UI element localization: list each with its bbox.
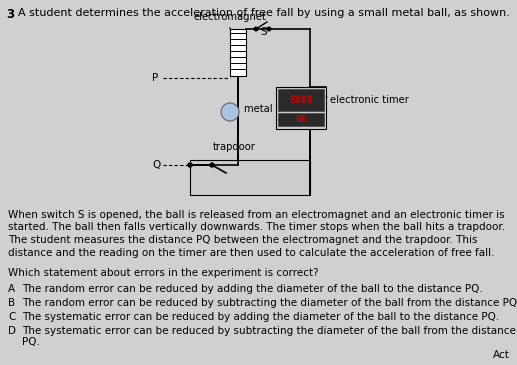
Text: started. The ball then falls vertically downwards. The timer stops when the ball: started. The ball then falls vertically … <box>8 223 505 233</box>
Text: trapdoor: trapdoor <box>213 142 256 152</box>
Text: S: S <box>260 27 267 37</box>
Text: distance and the reading on the timer are then used to calculate the acceleratio: distance and the reading on the timer ar… <box>8 247 494 257</box>
Text: B: B <box>8 298 15 308</box>
Bar <box>278 89 324 111</box>
Bar <box>278 113 324 126</box>
Text: The random error can be reduced by subtracting the diameter of the ball from the: The random error can be reduced by subtr… <box>22 298 517 308</box>
Text: The systematic error can be reduced by subtracting the diameter of the ball from: The systematic error can be reduced by s… <box>22 326 516 336</box>
Circle shape <box>254 27 258 31</box>
Text: Q: Q <box>152 160 160 170</box>
Text: When switch S is opened, the ball is released from an electromagnet and an elect: When switch S is opened, the ball is rel… <box>8 210 505 220</box>
Text: 88: 88 <box>296 115 307 124</box>
Text: Act: Act <box>493 350 510 360</box>
Text: PQ.: PQ. <box>22 337 40 347</box>
Text: metal ball: metal ball <box>244 104 294 114</box>
Text: A: A <box>8 284 15 294</box>
Text: The student measures the distance PQ between the electromagnet and the trapdoor.: The student measures the distance PQ bet… <box>8 235 478 245</box>
Text: The systematic error can be reduced by adding the diameter of the ball to the di: The systematic error can be reduced by a… <box>22 312 499 322</box>
Text: 3: 3 <box>6 8 14 21</box>
Bar <box>276 87 326 129</box>
Circle shape <box>267 27 271 31</box>
Text: P: P <box>152 73 158 83</box>
Bar <box>190 160 310 195</box>
Text: C: C <box>8 312 16 322</box>
Text: Which statement about errors in the experiment is correct?: Which statement about errors in the expe… <box>8 268 318 278</box>
Text: electromagnet: electromagnet <box>193 12 266 29</box>
Circle shape <box>210 163 214 167</box>
Circle shape <box>188 163 192 167</box>
Circle shape <box>221 103 239 121</box>
Text: The random error can be reduced by adding the diameter of the ball to the distan: The random error can be reduced by addin… <box>22 284 483 294</box>
Text: 8888: 8888 <box>289 95 313 105</box>
Text: D: D <box>8 326 16 336</box>
Bar <box>230 29 246 76</box>
Text: A student determines the acceleration of free fall by using a small metal ball, : A student determines the acceleration of… <box>18 8 510 18</box>
Text: electronic timer: electronic timer <box>326 95 409 105</box>
